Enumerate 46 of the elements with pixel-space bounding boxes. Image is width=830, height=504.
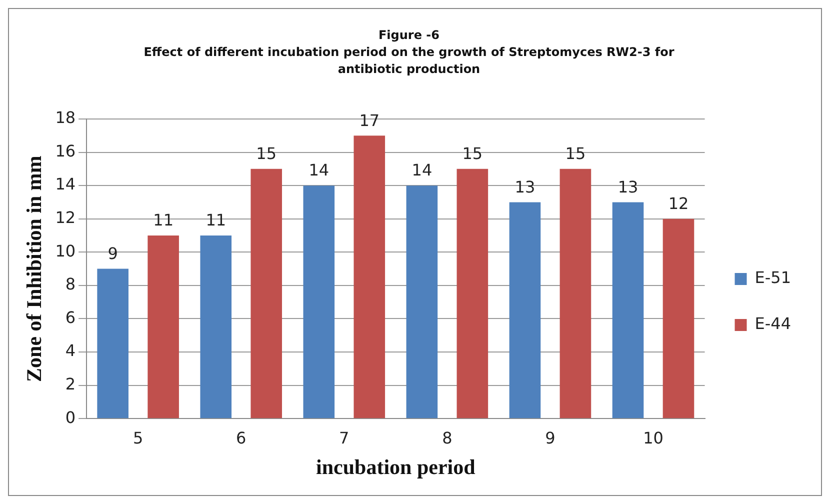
bar xyxy=(406,186,438,418)
y-tick-label: 10 xyxy=(55,241,76,260)
y-tick-label: 12 xyxy=(55,208,76,228)
x-tick-label: 9 xyxy=(545,428,556,448)
data-label: 15 xyxy=(462,144,483,164)
x-axis-title: incubation period xyxy=(316,454,476,479)
data-label: 14 xyxy=(308,160,330,180)
data-label: 13 xyxy=(514,177,536,196)
y-tick-label: 2 xyxy=(65,374,76,394)
chart-title: Figure -6 xyxy=(377,27,440,44)
y-tick-label: 0 xyxy=(65,408,76,427)
data-label: 15 xyxy=(565,144,586,164)
data-label: 9 xyxy=(108,244,118,263)
x-tick-label: 8 xyxy=(442,428,452,448)
bar xyxy=(456,168,488,418)
bar xyxy=(97,268,128,418)
y-tick-label: 8 xyxy=(65,274,76,294)
bar xyxy=(509,202,541,418)
data-label: 11 xyxy=(206,210,226,230)
data-label: 17 xyxy=(359,110,380,130)
bar xyxy=(303,186,335,418)
data-label: 12 xyxy=(668,194,689,214)
bar xyxy=(662,218,694,418)
y-tick-label: 4 xyxy=(65,341,76,360)
x-tick-label: 5 xyxy=(132,428,144,448)
x-tick-label: 10 xyxy=(643,428,664,448)
chart-subtitle: Effect of different incubation period on the growth of Streptomyces RW2-3 for antibiotic production xyxy=(142,44,676,78)
bar xyxy=(148,236,179,418)
y-tick-label: 6 xyxy=(65,308,76,327)
y-tick-label: 14 xyxy=(55,174,76,194)
data-label: 13 xyxy=(618,177,638,196)
legend-label: E-51 xyxy=(754,268,792,288)
y-tick-label: 16 xyxy=(55,141,76,160)
bar xyxy=(250,168,282,418)
y-tick-label: 18 xyxy=(55,108,76,128)
data-label: 15 xyxy=(256,144,277,164)
data-label: 11 xyxy=(153,210,174,230)
bar xyxy=(560,168,592,418)
y-axis-title: Zone of Inhibition in mm xyxy=(22,155,46,382)
bar xyxy=(354,136,386,418)
bar xyxy=(200,236,232,418)
x-tick-label: 7 xyxy=(339,428,350,448)
bar xyxy=(612,202,644,418)
legend-label: E-44 xyxy=(754,314,792,334)
x-tick-label: 6 xyxy=(236,428,246,448)
data-label: 14 xyxy=(412,160,432,180)
